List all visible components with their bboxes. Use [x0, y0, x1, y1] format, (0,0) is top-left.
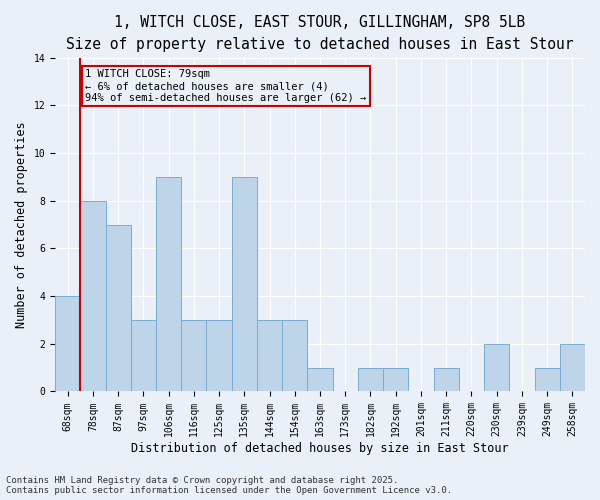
Bar — [535, 368, 560, 392]
Y-axis label: Number of detached properties: Number of detached properties — [15, 121, 28, 328]
Bar — [560, 344, 585, 392]
Text: 1 WITCH CLOSE: 79sqm
← 6% of detached houses are smaller (4)
94% of semi-detache: 1 WITCH CLOSE: 79sqm ← 6% of detached ho… — [85, 70, 367, 102]
Bar — [80, 200, 106, 392]
Title: 1, WITCH CLOSE, EAST STOUR, GILLINGHAM, SP8 5LB
Size of property relative to det: 1, WITCH CLOSE, EAST STOUR, GILLINGHAM, … — [66, 15, 574, 52]
Bar — [484, 344, 509, 392]
Bar — [282, 320, 307, 392]
X-axis label: Distribution of detached houses by size in East Stour: Distribution of detached houses by size … — [131, 442, 509, 455]
Bar — [206, 320, 232, 392]
Bar — [106, 224, 131, 392]
Bar — [307, 368, 332, 392]
Bar — [434, 368, 459, 392]
Bar — [55, 296, 80, 392]
Bar — [383, 368, 409, 392]
Text: Contains HM Land Registry data © Crown copyright and database right 2025.
Contai: Contains HM Land Registry data © Crown c… — [6, 476, 452, 495]
Bar — [257, 320, 282, 392]
Bar — [232, 177, 257, 392]
Bar — [358, 368, 383, 392]
Bar — [156, 177, 181, 392]
Bar — [131, 320, 156, 392]
Bar — [181, 320, 206, 392]
